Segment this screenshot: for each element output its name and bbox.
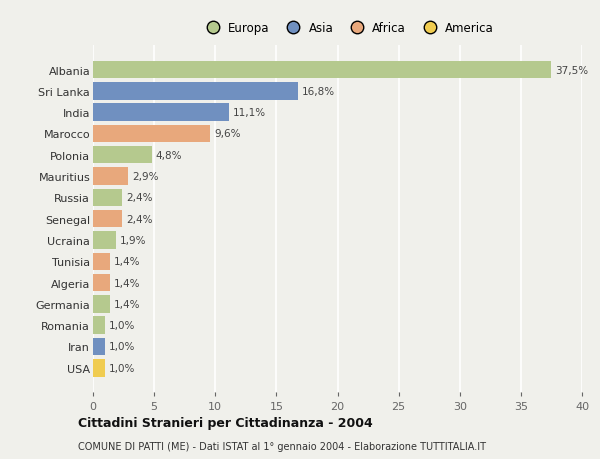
Bar: [93, 62, 551, 79]
Text: 1,0%: 1,0%: [109, 342, 135, 352]
Text: 1,0%: 1,0%: [109, 320, 135, 330]
Text: 4,8%: 4,8%: [155, 151, 182, 160]
Text: 2,4%: 2,4%: [126, 193, 152, 203]
Bar: [93, 232, 116, 249]
Text: 16,8%: 16,8%: [302, 87, 335, 96]
Legend: Europa, Asia, Africa, America: Europa, Asia, Africa, America: [196, 17, 499, 39]
Text: 1,4%: 1,4%: [114, 257, 140, 267]
Bar: [93, 104, 229, 122]
Bar: [93, 274, 110, 291]
Bar: [93, 296, 110, 313]
Text: 1,0%: 1,0%: [109, 363, 135, 373]
Text: 1,4%: 1,4%: [114, 299, 140, 309]
Bar: [93, 211, 122, 228]
Bar: [93, 359, 105, 377]
Bar: [93, 147, 152, 164]
Bar: [93, 83, 298, 101]
Bar: [93, 317, 105, 334]
Bar: [93, 253, 110, 270]
Text: 1,4%: 1,4%: [114, 278, 140, 288]
Bar: [93, 338, 105, 355]
Text: 11,1%: 11,1%: [232, 108, 265, 118]
Text: Cittadini Stranieri per Cittadinanza - 2004: Cittadini Stranieri per Cittadinanza - 2…: [78, 416, 373, 429]
Bar: [93, 125, 211, 143]
Text: 37,5%: 37,5%: [555, 65, 588, 75]
Text: COMUNE DI PATTI (ME) - Dati ISTAT al 1° gennaio 2004 - Elaborazione TUTTITALIA.I: COMUNE DI PATTI (ME) - Dati ISTAT al 1° …: [78, 441, 486, 451]
Bar: [93, 189, 122, 207]
Text: 2,9%: 2,9%: [132, 172, 158, 182]
Bar: [93, 168, 128, 185]
Text: 2,4%: 2,4%: [126, 214, 152, 224]
Text: 1,9%: 1,9%: [120, 235, 146, 246]
Text: 9,6%: 9,6%: [214, 129, 241, 139]
